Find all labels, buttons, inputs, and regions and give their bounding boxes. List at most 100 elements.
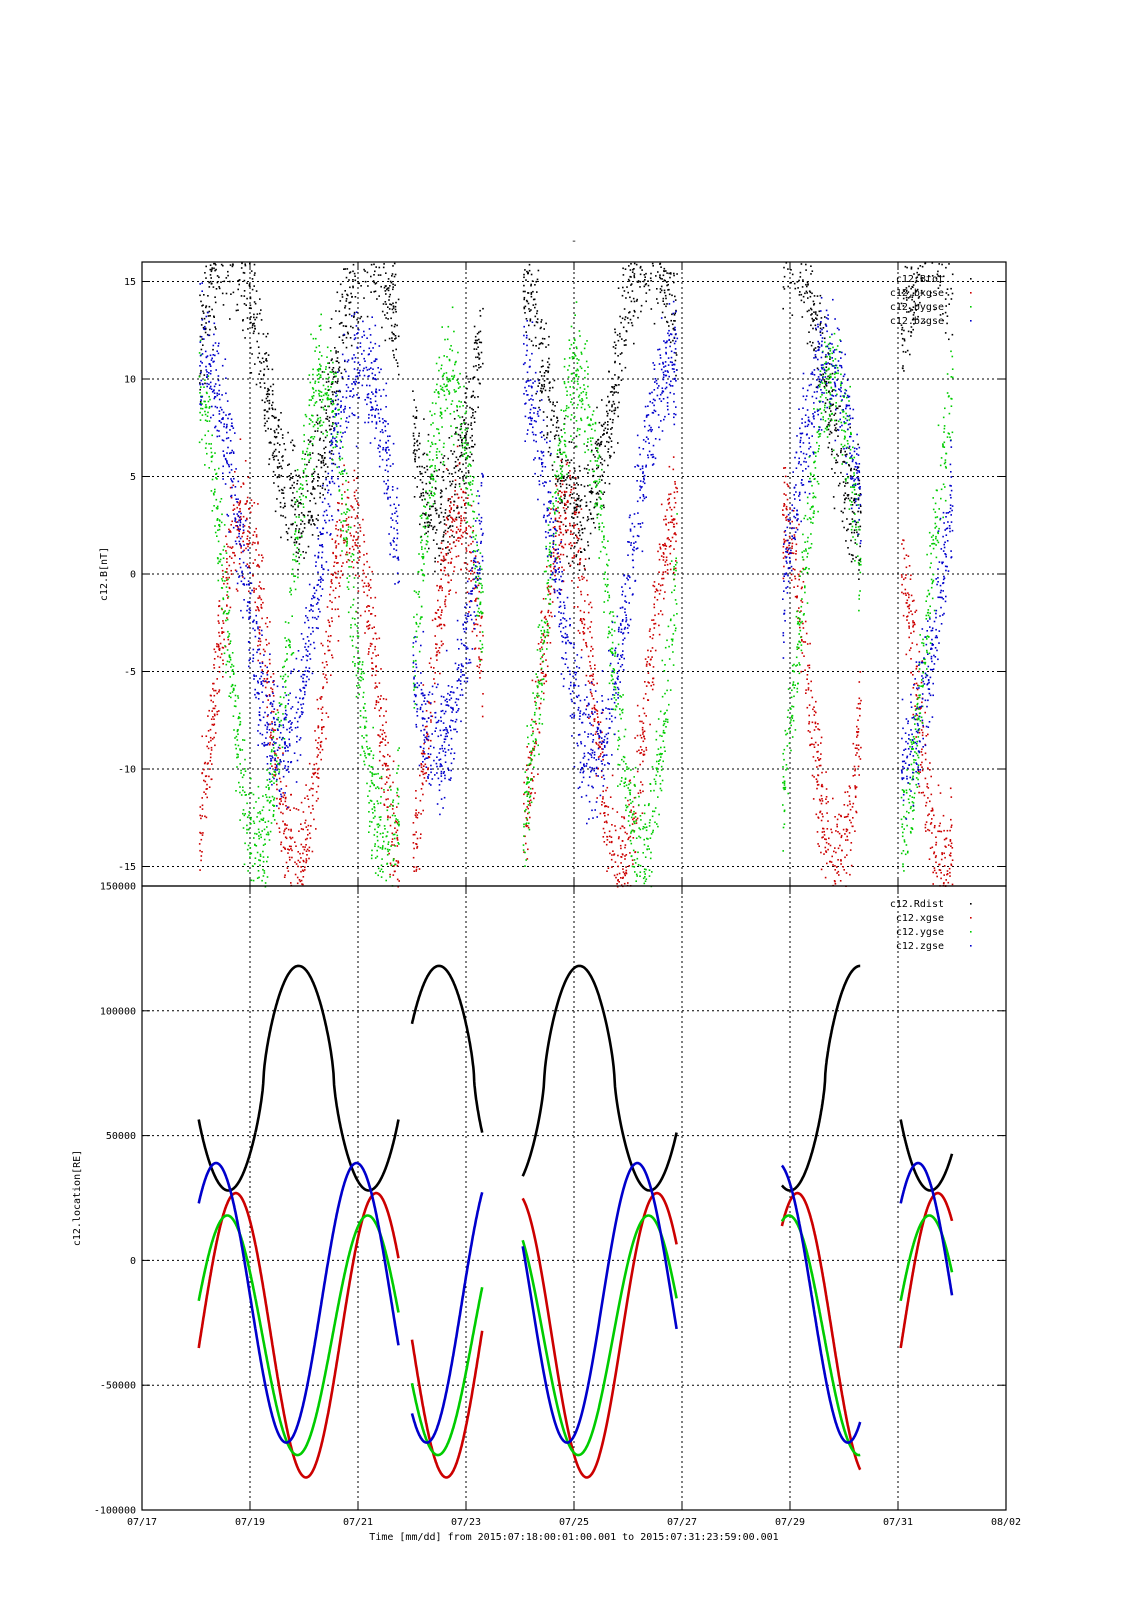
scatter-point-c12.Btot	[597, 466, 599, 469]
scatter-point-c12.Btot	[345, 298, 348, 300]
scatter-point-c12.bxgse	[577, 586, 579, 588]
scatter-point-c12.bxgse	[948, 867, 951, 870]
scatter-point-c12.bxgse	[671, 519, 673, 521]
scatter-point-c12.Btot	[330, 359, 333, 362]
scatter-point-c12.Btot	[263, 361, 265, 363]
scatter-point-c12.bxgse	[529, 802, 531, 805]
scatter-point-c12.bxgse	[458, 496, 460, 499]
scatter-point-c12.Btot	[471, 395, 473, 397]
scatter-point-c12.bxgse	[322, 686, 325, 688]
scatter-point-c12.bxgse	[547, 589, 550, 591]
scatter-point-c12.bxgse	[278, 827, 281, 829]
scatter-point-c12.Btot	[461, 441, 463, 444]
scatter-point-c12.bygse	[238, 781, 240, 784]
scatter-point-c12.Btot	[423, 467, 426, 469]
scatter-point-c12.bxgse	[645, 749, 648, 751]
scatter-point-c12.Btot	[529, 320, 532, 322]
scatter-point-c12.bxgse	[313, 763, 315, 766]
scatter-point-c12.Btot	[847, 528, 849, 531]
scatter-point-c12.bxgse	[638, 715, 641, 717]
scatter-point-c12.bxgse	[535, 723, 537, 725]
scatter-point-c12.Btot	[235, 309, 238, 312]
scatter-point-c12.bxgse	[383, 732, 386, 734]
scatter-point-c12.bxgse	[552, 548, 555, 550]
scatter-point-c12.bxgse	[927, 814, 929, 817]
scatter-point-c12.Btot	[534, 284, 536, 286]
scatter-point-c12.Btot	[470, 422, 473, 424]
scatter-point-c12.bxgse	[234, 569, 237, 571]
scatter-point-c12.Btot	[643, 285, 646, 288]
scatter-point-c12.bxgse	[222, 659, 224, 662]
scatter-point-c12.Btot	[242, 319, 244, 321]
scatter-point-c12.Btot	[460, 423, 463, 425]
scatter-point-c12.bxgse	[210, 739, 212, 742]
scatter-point-c12.Btot	[609, 418, 612, 420]
scatter-point-c12.Btot	[351, 295, 353, 298]
scatter-point-c12.bxgse	[902, 539, 904, 541]
scatter-point-c12.bxgse	[470, 543, 472, 545]
scatter-point-c12.Btot	[633, 309, 636, 312]
scatter-point-c12.Btot	[282, 506, 285, 509]
scatter-point-c12.Btot	[848, 464, 851, 467]
scatter-point-c12.Btot	[335, 352, 337, 354]
scatter-point-c12.Btot	[846, 453, 848, 456]
scatter-point-c12.bxgse	[420, 752, 423, 755]
scatter-point-c12.bxgse	[550, 508, 552, 510]
scatter-point-c12.bxgse	[821, 831, 824, 833]
scatter-point-c12.Btot	[285, 524, 287, 526]
scatter-point-c12.bygse	[240, 772, 242, 774]
scatter-point-c12.bxgse	[594, 664, 596, 666]
scatter-point-c12.Btot	[674, 359, 677, 362]
scatter-point-c12.bxgse	[905, 566, 908, 569]
scatter-point-c12.bygse	[250, 777, 252, 780]
scatter-point-c12.Btot	[307, 521, 310, 524]
scatter-point-c12.bxgse	[457, 555, 460, 557]
scatter-point-c12.bygse	[230, 666, 232, 668]
scatter-point-c12.bxgse	[571, 557, 574, 559]
scatter-point-c12.bxgse	[588, 717, 590, 719]
scatter-point-c12.bxgse	[794, 577, 797, 580]
scatter-point-c12.bxgse	[577, 629, 580, 632]
scatter-point-c12.Btot	[589, 512, 592, 515]
scatter-point-c12.bxgse	[325, 630, 327, 633]
scatter-point-c12.bxgse	[647, 699, 650, 701]
scatter-point-c12.bxgse	[257, 597, 259, 599]
scatter-point-c12.bxgse	[316, 698, 319, 701]
scatter-point-c12.Btot	[621, 294, 624, 297]
scatter-point-c12.Btot	[466, 405, 468, 407]
scatter-point-c12.bxgse	[424, 763, 427, 766]
scatter-point-c12.Btot	[269, 385, 272, 388]
scatter-point-c12.Btot	[248, 283, 251, 285]
scatter-point-c12.bxgse	[642, 697, 645, 700]
scatter-point-c12.bxgse	[627, 838, 629, 841]
scatter-point-c12.Btot	[416, 409, 418, 412]
scatter-point-c12.Btot	[385, 272, 387, 274]
scatter-point-c12.Btot	[812, 320, 814, 323]
scatter-point-c12.bxgse	[783, 538, 785, 541]
scatter-point-c12.bxgse	[420, 788, 423, 790]
scatter-point-c12.bxgse	[915, 609, 918, 612]
scatter-point-c12.bxgse	[205, 735, 208, 737]
scatter-point-c12.bxgse	[435, 647, 437, 649]
scatter-point-c12.Btot	[296, 500, 299, 502]
scatter-point-c12.bxgse	[213, 689, 215, 692]
scatter-point-c12.bxgse	[222, 663, 224, 665]
scatter-point-c12.Btot	[612, 346, 615, 348]
scatter-point-c12.Btot	[629, 269, 632, 271]
scatter-point-c12.Btot	[286, 539, 289, 541]
scatter-point-c12.bxgse	[290, 830, 292, 832]
scatter-point-c12.bxgse	[560, 531, 562, 534]
scatter-point-c12.bxgse	[278, 777, 281, 780]
scatter-point-c12.bxgse	[547, 622, 549, 625]
scatter-point-c12.bxgse	[822, 815, 824, 818]
scatter-point-c12.Btot	[650, 272, 652, 275]
scatter-point-c12.bxgse	[550, 611, 552, 614]
scatter-point-c12.bxgse	[208, 741, 210, 743]
scatter-point-c12.bygse	[228, 609, 231, 612]
scatter-point-c12.bxgse	[284, 824, 286, 826]
scatter-point-c12.bxgse	[592, 678, 595, 681]
scatter-point-c12.bxgse	[416, 845, 419, 848]
scatter-point-c12.bxgse	[633, 817, 635, 819]
scatter-point-c12.Btot	[673, 314, 676, 316]
scatter-point-c12.Btot	[610, 433, 613, 435]
